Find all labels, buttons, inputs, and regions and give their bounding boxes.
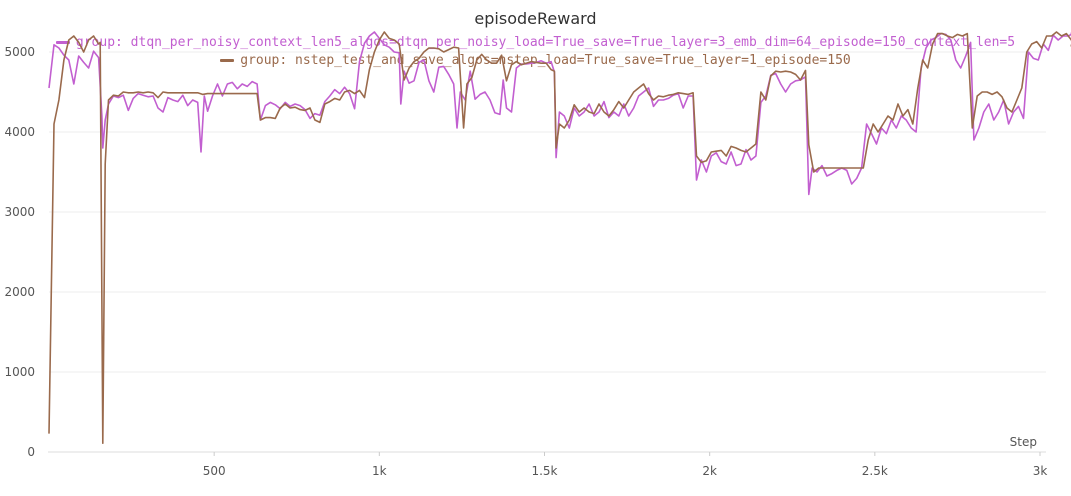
x-tick-label: 2.5k [862, 464, 888, 478]
chart-title: episodeReward [474, 9, 597, 28]
legend-entry-1[interactable]: group: dtqn_per_noisy_context_len5_algos… [0, 35, 1071, 50]
y-tick-label: 0 [27, 445, 35, 459]
x-tick-label: 2k [702, 464, 717, 478]
x-tick-label: 500 [203, 464, 226, 478]
series-line-2 [48, 31, 1071, 445]
legend-label-1: group: dtqn_per_noisy_context_len5_algos… [75, 35, 1016, 50]
y-tick-label: 2000 [4, 285, 35, 299]
legend-swatch-2 [220, 59, 235, 62]
x-tick-label: 3k [1033, 464, 1048, 478]
legend-swatch-1 [55, 41, 70, 44]
series-line-1 [48, 31, 1071, 196]
series-lines [48, 31, 1071, 445]
y-tick-label: 1000 [4, 365, 35, 379]
legend-label-2: group: nstep_test_and_save_algos=nstep_l… [240, 53, 851, 68]
y-axis: 0 1000 2000 3000 4000 5000 [4, 45, 35, 459]
x-axis-label: Step [1010, 435, 1037, 449]
gridlines [49, 51, 1046, 373]
legend-entry-2[interactable]: group: nstep_test_and_save_algos=nstep_l… [0, 53, 1071, 68]
y-tick-label: 5000 [4, 45, 35, 59]
x-tick-label: 1k [372, 464, 387, 478]
y-tick-label: 4000 [4, 125, 35, 139]
x-tick-label: 1.5k [531, 464, 557, 478]
x-axis: Step 500 1k 1.5k 2k 2.5k 3k [48, 435, 1047, 478]
y-tick-label: 3000 [4, 205, 35, 219]
